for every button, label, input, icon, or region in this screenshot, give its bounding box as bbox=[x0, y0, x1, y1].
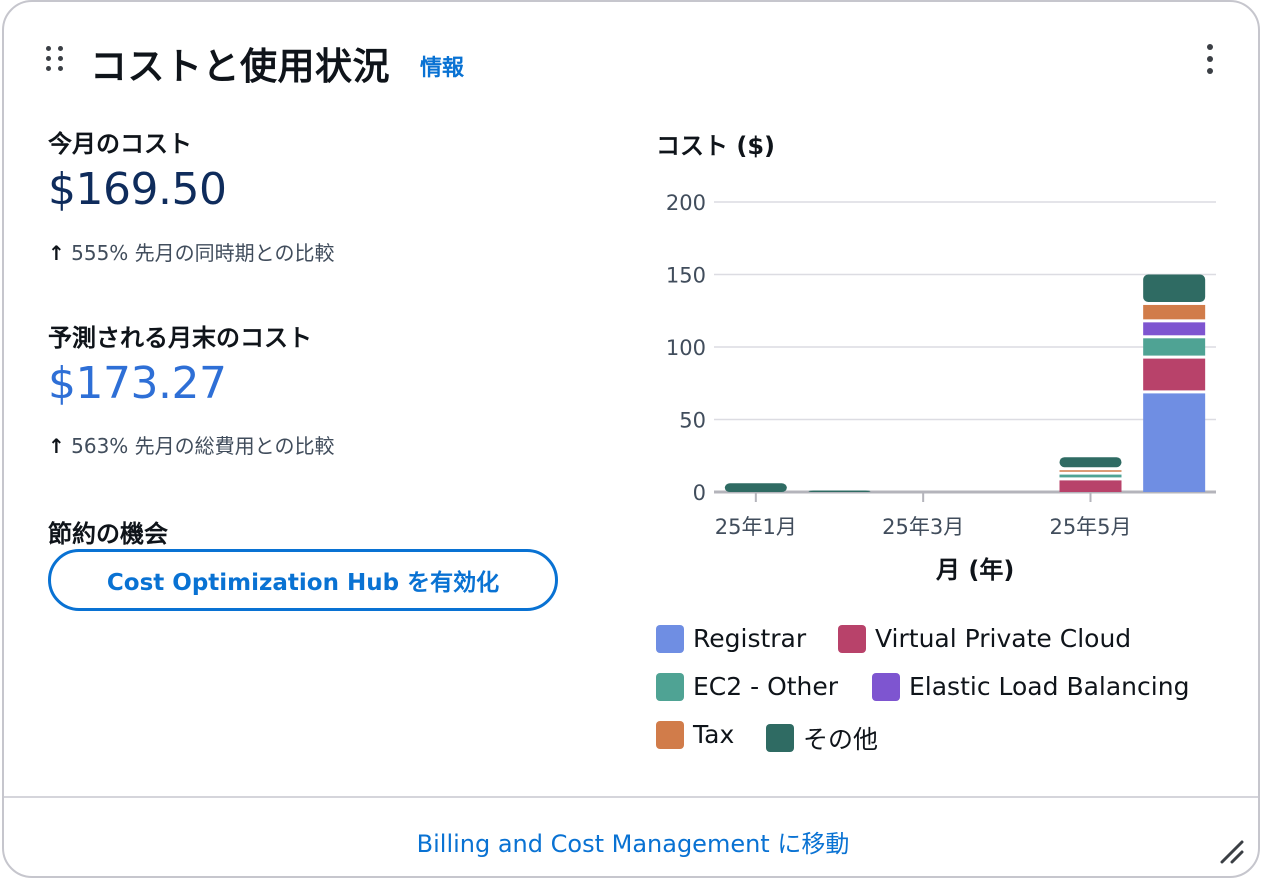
current-cost-delta: ↑ 555% 先月の同時期との比較 bbox=[48, 237, 334, 266]
info-link[interactable]: 情報 bbox=[420, 56, 465, 81]
x-tick-label: 25年5月 bbox=[1049, 515, 1131, 539]
widget-title: コストと使用状況 bbox=[90, 45, 390, 88]
legend-swatch bbox=[838, 624, 866, 653]
y-tick-label: 0 bbox=[693, 481, 706, 505]
bar-segment[interactable] bbox=[1059, 457, 1122, 468]
legend-item[interactable]: EC2 - Other bbox=[656, 672, 838, 701]
forecast-cost-delta-text: 563% 先月の総費用との比較 bbox=[71, 434, 335, 458]
arrow-up-icon: ↑ bbox=[48, 241, 65, 265]
bar-segment[interactable] bbox=[1143, 274, 1206, 302]
bar-segment[interactable] bbox=[1059, 474, 1122, 478]
legend-label: Elastic Load Balancing bbox=[909, 672, 1190, 701]
bar-segment[interactable] bbox=[724, 483, 787, 492]
legend-swatch bbox=[656, 672, 684, 701]
resize-handle-icon[interactable] bbox=[1218, 838, 1244, 864]
legend-label: その他 bbox=[803, 725, 879, 754]
x-tick-label: 25年3月 bbox=[882, 515, 964, 539]
bar-segment[interactable] bbox=[1059, 480, 1122, 492]
legend-item[interactable]: Registrar bbox=[656, 624, 806, 653]
legend-label: EC2 - Other bbox=[693, 672, 839, 701]
current-cost-value: $169.50 bbox=[48, 164, 227, 215]
arrow-up-icon: ↑ bbox=[48, 434, 65, 458]
savings-label: 節約の機会 bbox=[48, 520, 168, 548]
legend-swatch bbox=[656, 720, 684, 749]
current-cost-delta-text: 555% 先月の同時期との比較 bbox=[71, 241, 335, 265]
kebab-menu-icon[interactable] bbox=[1200, 44, 1220, 76]
bar-segment[interactable] bbox=[1143, 304, 1206, 320]
legend-item[interactable]: Elastic Load Balancing bbox=[872, 672, 1189, 701]
legend-item[interactable]: Tax bbox=[656, 720, 734, 749]
bar-segment[interactable] bbox=[1143, 393, 1206, 492]
legend-label: Registrar bbox=[693, 624, 807, 653]
cost-bar-chart: 0 50 100 150 200 25年1月 25年3月 25年5月 bbox=[666, 191, 1216, 539]
x-tick-label: 25年1月 bbox=[715, 515, 797, 539]
chart-x-axis-title: 月 (年) bbox=[936, 556, 1015, 584]
footer-divider bbox=[4, 796, 1258, 798]
billing-console-link[interactable]: Billing and Cost Management に移動 bbox=[416, 830, 850, 858]
forecast-cost-value: $173.27 bbox=[48, 358, 227, 409]
legend-item[interactable]: その他 bbox=[766, 720, 878, 756]
y-tick-label: 150 bbox=[666, 264, 706, 288]
bar-segment[interactable] bbox=[1059, 470, 1122, 472]
bar-segment[interactable] bbox=[1143, 358, 1206, 391]
y-tick-label: 50 bbox=[679, 409, 706, 433]
bar-segment[interactable] bbox=[1143, 322, 1206, 336]
legend-swatch bbox=[872, 672, 900, 701]
chart-title: コスト ($) bbox=[656, 132, 775, 160]
legend-swatch bbox=[656, 624, 684, 653]
current-cost-label: 今月のコスト bbox=[48, 130, 192, 158]
y-tick-label: 200 bbox=[666, 191, 706, 215]
bar-segment[interactable] bbox=[1143, 338, 1206, 356]
enable-cost-optimization-hub-button[interactable]: Cost Optimization Hub を有効化 bbox=[48, 549, 558, 611]
drag-handle-icon[interactable] bbox=[46, 46, 66, 76]
forecast-cost-delta: ↑ 563% 先月の総費用との比較 bbox=[48, 430, 334, 459]
legend-label: Tax bbox=[693, 720, 735, 749]
y-tick-label: 100 bbox=[666, 336, 706, 360]
legend-item[interactable]: Virtual Private Cloud bbox=[838, 624, 1131, 653]
legend-label: Virtual Private Cloud bbox=[875, 624, 1132, 653]
bar-segment[interactable] bbox=[808, 490, 871, 493]
forecast-cost-label: 予測される月末のコスト bbox=[48, 324, 312, 352]
legend-swatch bbox=[766, 724, 794, 752]
